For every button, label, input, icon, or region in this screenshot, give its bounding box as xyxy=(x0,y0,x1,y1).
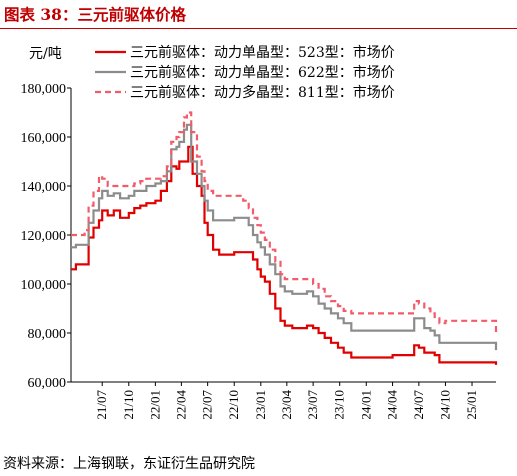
x-tick-label: 23/04 xyxy=(279,390,294,420)
legend-label-2: 三元前驱体：动力单晶型：622型：市场价 xyxy=(130,64,395,81)
x-tick-label: 22/04 xyxy=(173,390,188,420)
x-tick-label: 22/01 xyxy=(147,390,162,420)
x-tick-label: 23/07 xyxy=(305,390,320,420)
series-line-3 xyxy=(71,111,498,333)
y-tick-label: 100,000 xyxy=(21,278,67,293)
figure-title: 图表 38：三元前驱体价格 xyxy=(4,5,186,24)
x-tick-label: 24/04 xyxy=(385,390,400,420)
x-tick-label: 22/10 xyxy=(226,390,241,420)
plot-area xyxy=(71,111,498,365)
y-tick-label: 180,000 xyxy=(21,82,67,97)
y-axis-unit-label: 元/吨 xyxy=(29,46,62,62)
y-tick-label: 60,000 xyxy=(28,376,67,391)
y-tick-label: 140,000 xyxy=(21,180,67,195)
x-tick-label: 22/07 xyxy=(200,390,215,420)
series-line-2 xyxy=(71,123,498,351)
x-tick-label: 24/07 xyxy=(411,390,426,420)
title-rule xyxy=(0,28,517,29)
y-tick-label: 80,000 xyxy=(28,327,67,342)
x-axis: 21/07 21/10 22/01 22/04 22/07 22/10 23/01 23/04… xyxy=(71,381,496,420)
x-tick-label: 21/10 xyxy=(121,390,136,420)
x-tick-label: 23/01 xyxy=(253,390,268,420)
series-line-1 xyxy=(71,145,498,365)
x-tick-label: 23/10 xyxy=(332,390,347,420)
y-tick-label: 160,000 xyxy=(21,131,67,146)
x-tick-label: 24/01 xyxy=(358,390,373,420)
x-tick-label: 24/10 xyxy=(437,390,452,420)
legend: 三元前驱体：动力单晶型：523型：市场价三元前驱体：动力单晶型：622型：市场价… xyxy=(95,44,395,101)
x-tick-label: 25/01 xyxy=(464,390,479,420)
source-note: 资料来源：上海钢联，东证衍生品研究院 xyxy=(3,456,255,472)
y-axis: 60,000 80,000 100,000 120,000 140,000 160,000… xyxy=(21,82,72,391)
y-tick-label: 120,000 xyxy=(21,229,67,244)
legend-label-3: 三元前驱体：动力多晶型：811型：市场价 xyxy=(130,84,395,101)
legend-label-1: 三元前驱体：动力单晶型：523型：市场价 xyxy=(130,44,395,61)
x-tick-label: 21/07 xyxy=(94,390,109,420)
